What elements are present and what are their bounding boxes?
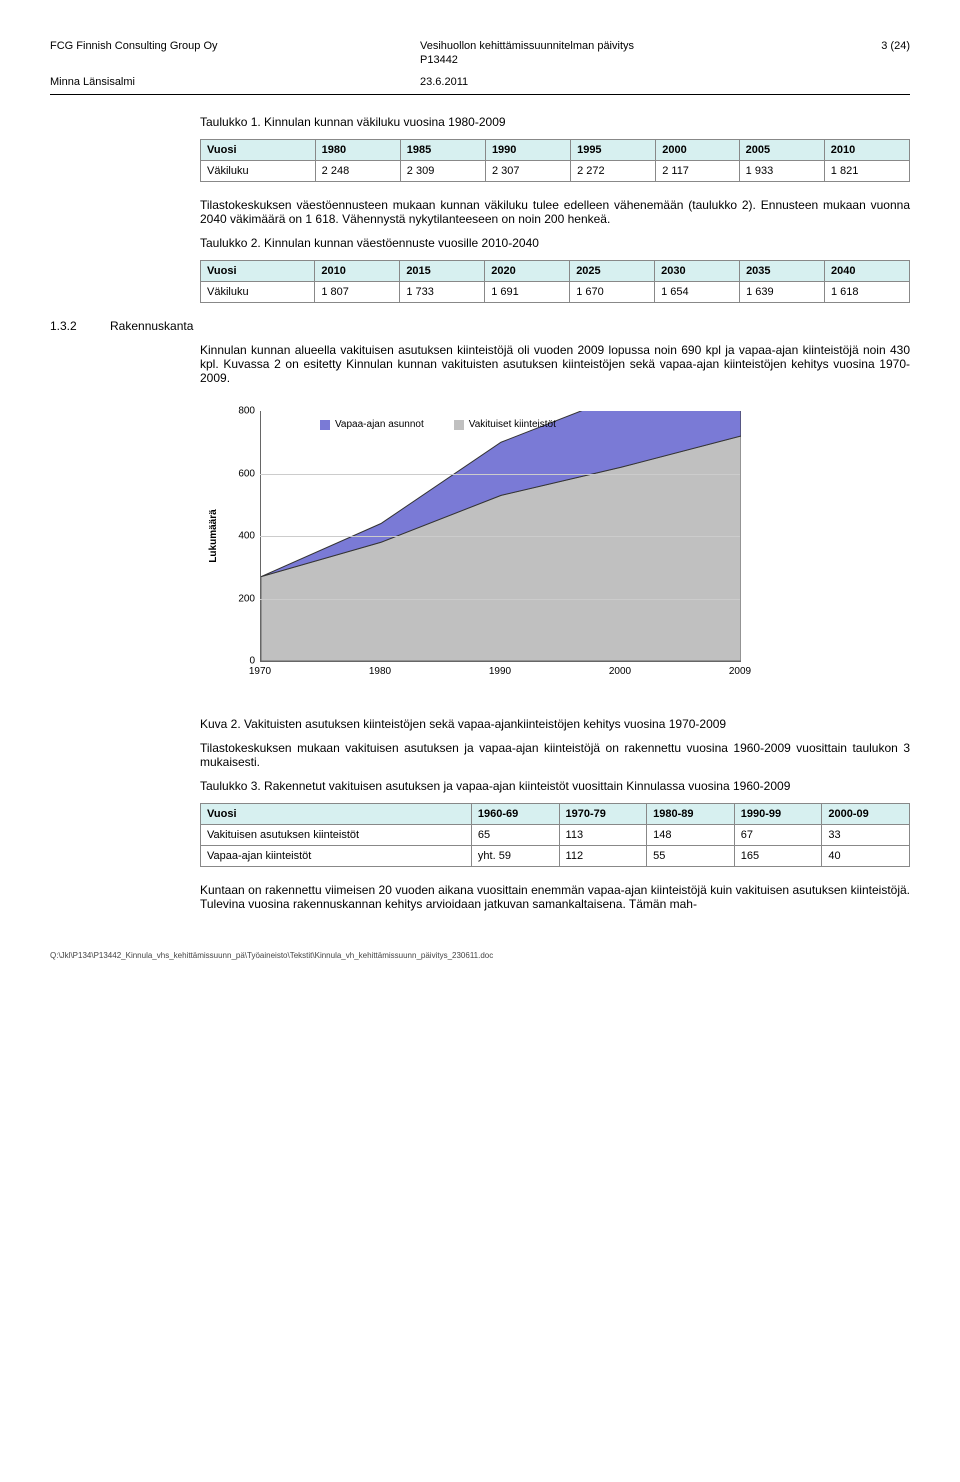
- xtick-label: 2009: [729, 666, 751, 677]
- header-doc-code: P13442: [420, 54, 780, 66]
- table3-caption: Taulukko 3. Rakennetut vakituisen asutuk…: [200, 779, 910, 793]
- xtick-label: 1970: [249, 666, 271, 677]
- table-cell: 1 821: [824, 161, 909, 182]
- table-header-cell: 1980-89: [647, 804, 735, 825]
- section-title: Rakennuskanta: [110, 319, 193, 333]
- table-cell: 2 248: [315, 161, 400, 182]
- chart-caption: Kuva 2. Vakituisten asutuksen kiinteistö…: [200, 717, 910, 731]
- table3: Vuosi1960-691970-791980-891990-992000-09…: [200, 803, 910, 867]
- legend-label: Vakituiset kiinteistöt: [469, 419, 556, 430]
- xtick-label: 2000: [609, 666, 631, 677]
- header-doc-title: Vesihuollon kehittämissuunnitelman päivi…: [420, 40, 780, 52]
- xtick-label: 1990: [489, 666, 511, 677]
- table-header-cell: 1960-69: [471, 804, 559, 825]
- table-header-cell: 2010: [315, 261, 400, 282]
- table-header-cell: 2020: [485, 261, 570, 282]
- table-header-cell: Vuosi: [201, 804, 472, 825]
- table-cell: 1 618: [825, 282, 910, 303]
- table-cell: 1 807: [315, 282, 400, 303]
- table-cell: 2 117: [656, 161, 739, 182]
- header-author: Minna Länsisalmi: [50, 76, 350, 88]
- table-row: Vakituisen asutuksen kiinteistöt65113148…: [201, 825, 910, 846]
- table1-caption: Taulukko 1. Kinnulan kunnan väkiluku vuo…: [200, 115, 910, 129]
- table-cell: 2 272: [571, 161, 656, 182]
- table-header-cell: 1985: [400, 140, 485, 161]
- footer-path: Q:\Jkl\P134\P13442_Kinnula_vhs_kehittämi…: [50, 951, 910, 960]
- ytick-label: 200: [200, 593, 255, 604]
- legend-label: Vapaa-ajan asunnot: [335, 419, 424, 430]
- para-population-forecast: Tilastokeskuksen väestöennusteen mukaan …: [200, 198, 910, 226]
- table-header-cell: 2010: [824, 140, 909, 161]
- table-header-cell: 1995: [571, 140, 656, 161]
- table-header-cell: 1970-79: [559, 804, 647, 825]
- header-company: FCG Finnish Consulting Group Oy: [50, 40, 350, 52]
- table-header-cell: 2000-09: [822, 804, 910, 825]
- legend-item-vapaa: Vapaa-ajan asunnot: [320, 419, 424, 430]
- header-separator: [50, 94, 910, 95]
- table-cell: 65: [471, 825, 559, 846]
- table1: Vuosi1980198519901995200020052010 Väkilu…: [200, 139, 910, 182]
- ytick-label: 0: [200, 656, 255, 667]
- table-header-cell: 1990-99: [734, 804, 822, 825]
- legend-item-vakituiset: Vakituiset kiinteistöt: [454, 419, 556, 430]
- table-cell: 1 639: [740, 282, 825, 303]
- table-cell: 148: [647, 825, 735, 846]
- table-cell: 2 307: [485, 161, 570, 182]
- ytick-label: 400: [200, 531, 255, 542]
- table-cell: 1 670: [570, 282, 655, 303]
- table-cell: 1 691: [485, 282, 570, 303]
- table2: Vuosi2010201520202025203020352040 Väkilu…: [200, 260, 910, 303]
- table-cell: 67: [734, 825, 822, 846]
- table-cell: 40: [822, 846, 910, 867]
- table-header-cell: Vuosi: [201, 140, 316, 161]
- table-cell: 1 933: [739, 161, 824, 182]
- table-row-label: Väkiluku: [201, 161, 316, 182]
- header-page: 3 (24): [850, 40, 910, 52]
- ytick-label: 800: [200, 406, 255, 417]
- table-cell: 112: [559, 846, 647, 867]
- table-cell: 165: [734, 846, 822, 867]
- table-row-label: Vakituisen asutuksen kiinteistöt: [201, 825, 472, 846]
- section-number: 1.3.2: [50, 319, 110, 333]
- table-header-cell: 1990: [485, 140, 570, 161]
- ytick-label: 600: [200, 468, 255, 479]
- table-cell: 33: [822, 825, 910, 846]
- table-cell: 113: [559, 825, 647, 846]
- table-row-label: Väkiluku: [201, 282, 315, 303]
- table2-caption: Taulukko 2. Kinnulan kunnan väestöennust…: [200, 236, 910, 250]
- table-header-cell: 2015: [400, 261, 485, 282]
- table-cell: 2 309: [400, 161, 485, 182]
- table-header-cell: Vuosi: [201, 261, 315, 282]
- table-header-cell: 2040: [825, 261, 910, 282]
- xtick-label: 1980: [369, 666, 391, 677]
- table-header-cell: 2000: [656, 140, 739, 161]
- table-header-cell: 2025: [570, 261, 655, 282]
- header-date: 23.6.2011: [420, 76, 780, 88]
- table-header-cell: 1980: [315, 140, 400, 161]
- para-building-stock: Kinnulan kunnan alueella vakituisen asut…: [200, 343, 910, 385]
- para-stats: Tilastokeskuksen mukaan vakituisen asutu…: [200, 741, 910, 769]
- table-row-label: Vapaa-ajan kiinteistöt: [201, 846, 472, 867]
- chart-legend: Vapaa-ajan asunnot Vakituiset kiinteistö…: [320, 419, 556, 430]
- table-cell: 55: [647, 846, 735, 867]
- table-cell: 1 654: [655, 282, 740, 303]
- area-chart: Lukumäärä 0200400600800 1970198019902000…: [200, 401, 760, 701]
- table-header-cell: 2030: [655, 261, 740, 282]
- table-cell: 1 733: [400, 282, 485, 303]
- table-header-cell: 2035: [740, 261, 825, 282]
- table-header-cell: 2005: [739, 140, 824, 161]
- para-summary: Kuntaan on rakennettu viimeisen 20 vuode…: [200, 883, 910, 911]
- table-cell: yht. 59: [471, 846, 559, 867]
- table-row: Vapaa-ajan kiinteistötyht. 591125516540: [201, 846, 910, 867]
